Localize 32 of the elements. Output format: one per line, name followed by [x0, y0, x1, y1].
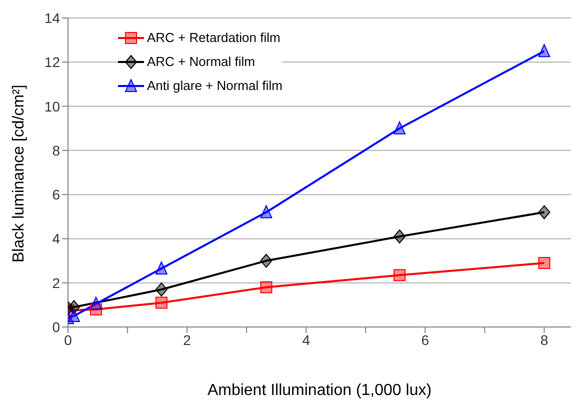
y-axis-title: Black luminance [cd/cm²] [10, 84, 28, 262]
point [155, 262, 168, 275]
point [538, 205, 550, 220]
point [394, 269, 406, 282]
point [538, 256, 550, 269]
point [155, 282, 168, 296]
y-tick-label: 10 [44, 98, 60, 114]
x-tick-label: 0 [64, 332, 72, 348]
point [394, 121, 406, 134]
x-axis-title: Ambient Illumination (1,000 lux) [207, 382, 432, 399]
y-tick-label: 12 [44, 54, 60, 70]
point [260, 281, 272, 294]
y-tick-label: 2 [52, 274, 60, 291]
y-tick-label: 0 [52, 318, 60, 335]
point [538, 44, 550, 58]
y-tick-label: 4 [52, 230, 60, 247]
x-tick-label: 6 [421, 332, 430, 348]
legend-label: ARC + Retardation film [147, 29, 280, 47]
point [68, 308, 80, 322]
x-tick-label: 2 [183, 332, 192, 348]
point [90, 296, 102, 310]
legend-label: Anti glare + Normal film [147, 77, 282, 95]
x-tick-label: 4 [302, 332, 310, 348]
point [155, 296, 168, 309]
y-tick-label: 6 [52, 186, 60, 203]
point [394, 230, 406, 244]
y-tick-label: 14 [44, 10, 60, 26]
point [260, 254, 272, 268]
legend-label: ARC + Normal film [147, 53, 255, 71]
point [260, 205, 272, 218]
y-tick-label: 8 [52, 142, 60, 158]
x-tick-label: 8 [540, 332, 548, 348]
